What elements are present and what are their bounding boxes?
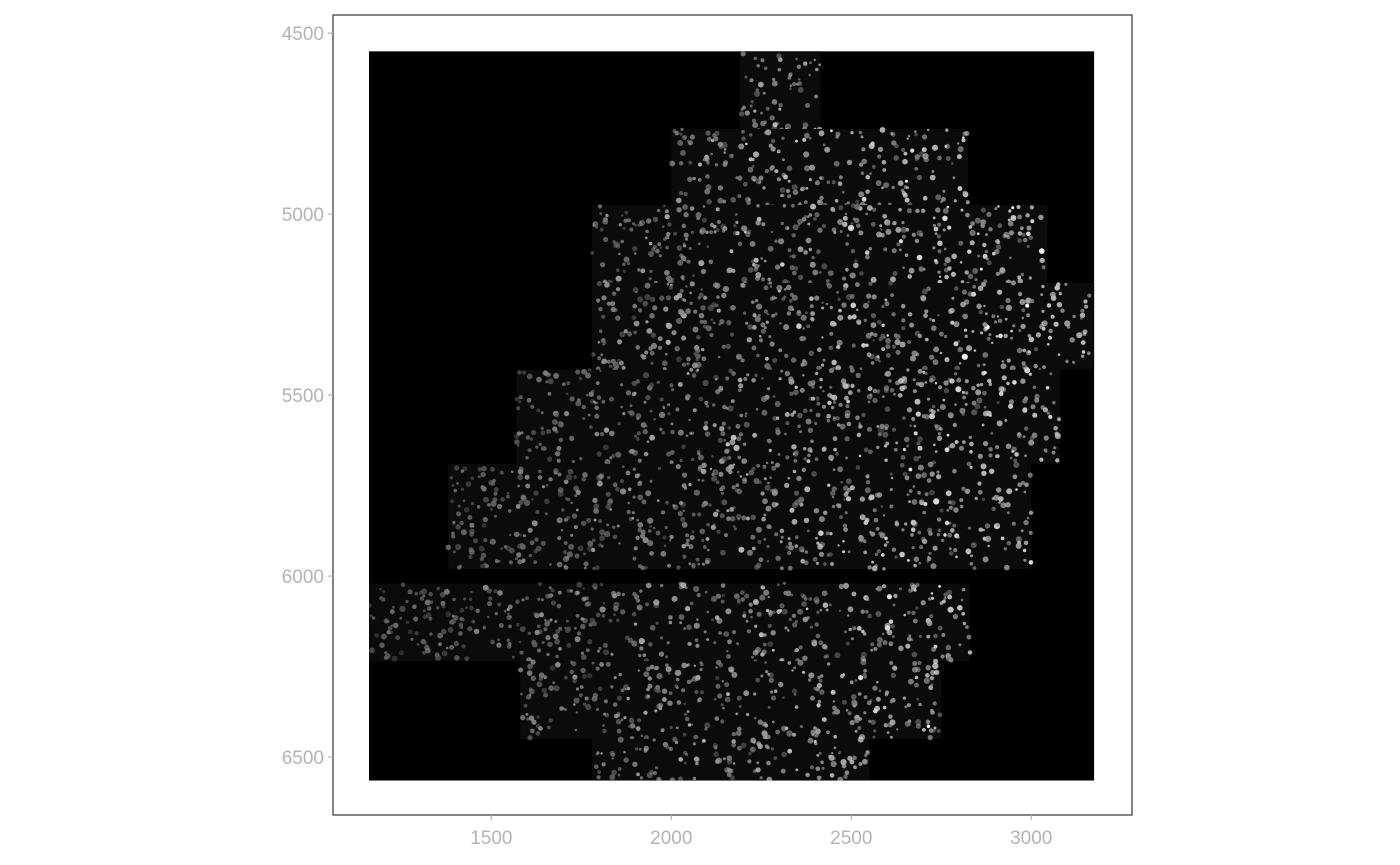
y-tick-label: 5000 <box>282 205 324 226</box>
nuclei-speckles <box>368 581 973 664</box>
nuclei-speckles <box>518 658 943 741</box>
tissue-region <box>516 369 1061 464</box>
nuclei-speckles <box>594 736 871 781</box>
x-tick-label: 2500 <box>830 828 872 849</box>
nuclei-speckles <box>514 367 1061 466</box>
nuclei-speckles <box>445 461 1034 572</box>
y-tick-label: 5500 <box>282 386 324 407</box>
nuclei-speckles <box>591 280 1092 373</box>
y-tick-label: 6500 <box>282 748 324 769</box>
tissue-regions <box>368 51 1095 781</box>
y-tick-label: 6000 <box>282 567 324 588</box>
x-tick-label: 2000 <box>650 828 692 849</box>
x-tick-label: 3000 <box>1010 828 1052 849</box>
x-axis: 1500 2000 2500 3000 <box>470 815 1052 849</box>
nuclei-speckles <box>590 203 1046 287</box>
y-tick-label: 4500 <box>282 24 324 45</box>
x-tick-label: 1500 <box>470 828 512 849</box>
microscopy-image <box>368 51 1095 781</box>
panel-border <box>332 14 1133 816</box>
y-axis: 4500 5000 5500 6000 6500 <box>282 24 333 769</box>
